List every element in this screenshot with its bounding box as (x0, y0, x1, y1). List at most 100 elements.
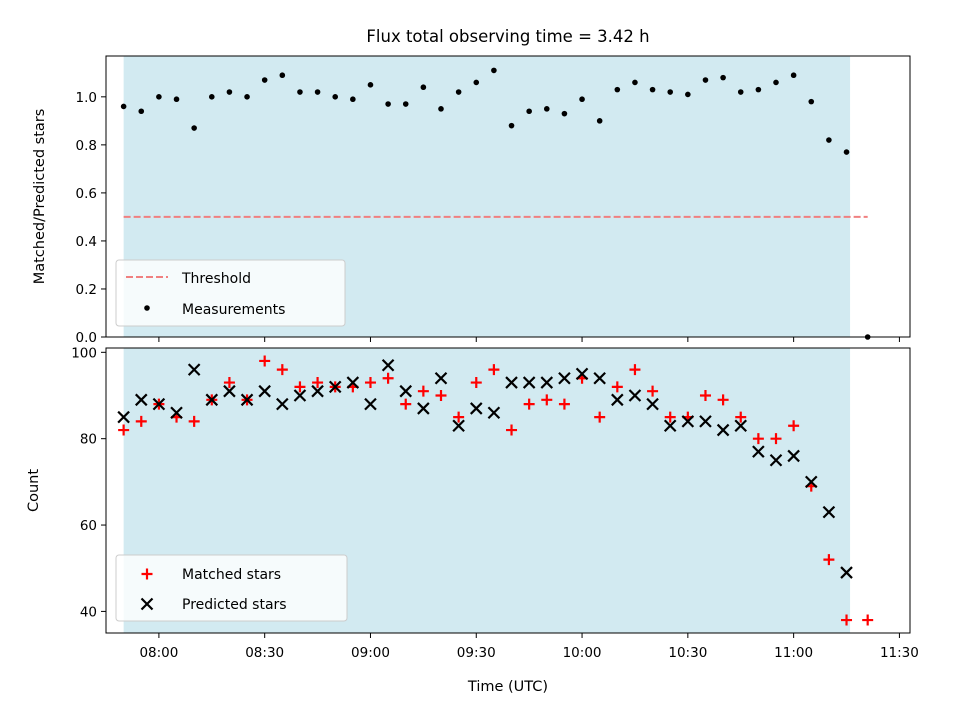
measurement-point (702, 77, 709, 83)
predicted-star-point (505, 376, 518, 389)
matched-star-point (417, 385, 429, 397)
predicted-star-point (152, 397, 166, 411)
predicted-star-point (575, 367, 589, 381)
measurement-point (543, 106, 550, 112)
legend-matched-swatch (141, 568, 153, 580)
x-tick-label: 08:30 (245, 645, 284, 661)
measurement-point (526, 108, 532, 115)
matched-star-point (382, 372, 394, 384)
predicted-star-point (328, 380, 342, 394)
y-tick-label: 40 (80, 604, 97, 620)
legend-box (115, 554, 348, 622)
predicted-star-point (769, 453, 783, 467)
measurement-point (473, 79, 480, 86)
predicted-star-point (663, 419, 677, 433)
predicted-star-point (346, 376, 360, 389)
matched-star-point (611, 381, 623, 393)
matched-star-point (594, 411, 606, 423)
predicted-star-point (734, 419, 748, 433)
top-panel: Flux total observing time = 3.42 h Match… (32, 27, 911, 346)
matched-star-point (118, 424, 130, 436)
bottom-legend: Matched stars Predicted stars (115, 554, 348, 622)
y-tick-label: 0.4 (76, 234, 97, 250)
matched-star-point (647, 385, 659, 397)
measurement-point (191, 125, 197, 131)
x-tick-label: 09:30 (457, 645, 496, 661)
top-y-axis-label: Matched/Predicted stars (32, 109, 48, 285)
measurement-point (667, 89, 674, 95)
matched-star-point (470, 377, 482, 389)
predicted-star-point (469, 402, 483, 415)
matched-star-point (629, 364, 641, 376)
measurement-point (420, 84, 427, 91)
predicted-star-point (699, 415, 712, 428)
measurement-point (244, 94, 250, 100)
predicted-star-point (276, 397, 289, 411)
matched-star-point (735, 411, 747, 423)
measurement-point (385, 101, 391, 107)
measurement-point (226, 89, 233, 95)
matched-star-point (752, 433, 764, 445)
matched-star-point (188, 415, 200, 427)
top-axes-frame (105, 55, 911, 338)
predicted-star-point (381, 358, 395, 372)
legend-threshold-label: Threshold (181, 271, 251, 287)
predicted-star-point (487, 406, 501, 420)
predicted-star-point (311, 384, 324, 398)
measurement-point (790, 72, 797, 79)
matched-star-point (823, 554, 835, 566)
measurement-point (438, 106, 444, 112)
measurement-point (508, 122, 515, 129)
predicted-star-point (681, 415, 695, 428)
predicted-star-point (293, 389, 307, 402)
predicted-star-point (752, 445, 765, 458)
x-axis-label: Time (UTC) (467, 679, 548, 695)
measurement-point (773, 79, 779, 86)
matched-star-point (541, 394, 553, 406)
measurement-point (579, 96, 585, 103)
measurement-point (826, 137, 832, 143)
measurement-point (367, 82, 374, 88)
x-tick-label: 10:00 (563, 645, 602, 661)
x-tick-label: 08:00 (139, 645, 178, 661)
x-tick-label: 11:30 (880, 645, 919, 661)
y-tick-label: 60 (80, 518, 97, 534)
matched-star-point (523, 398, 535, 410)
matched-star-point (259, 355, 271, 367)
measurement-point (120, 103, 127, 110)
measurement-point (843, 149, 850, 155)
legend-measurements-label: Measurements (182, 302, 285, 318)
matched-star-point (364, 377, 376, 389)
measurement-point (173, 96, 180, 103)
matched-star-point (135, 415, 147, 427)
predicted-star-point (593, 371, 606, 385)
measurement-point (755, 86, 762, 93)
legend-matched-label: Matched stars (182, 567, 281, 583)
matched-star-point (862, 614, 874, 626)
measurement-point (491, 67, 497, 74)
chart-title: Flux total observing time = 3.42 h (366, 27, 649, 46)
matched-star-point (435, 390, 447, 401)
measurement-point (561, 110, 568, 117)
measurement-point (737, 89, 744, 95)
predicted-star-point (540, 376, 554, 389)
y-tick-label: 80 (80, 432, 97, 448)
matched-star-point (294, 381, 306, 393)
predicted-star-point (187, 363, 201, 376)
measurement-point (350, 96, 356, 103)
matched-star-point (664, 411, 676, 423)
y-tick-label: 1.0 (76, 90, 97, 106)
predicted-star-point (628, 389, 642, 402)
measurement-point (314, 89, 321, 95)
matched-star-point (841, 614, 853, 626)
top-plot-area: 0.0 0.2 0.4 0.6 0.8 1.0 Threshold Measurements (76, 55, 911, 346)
measurement-point (279, 72, 286, 79)
legend-predicted-swatch (140, 597, 154, 611)
matched-star-point (453, 411, 465, 423)
predicted-star-point (417, 402, 430, 415)
measurement-point (332, 94, 339, 100)
matched-star-point (788, 420, 800, 432)
x-tick-label: 10:30 (668, 645, 707, 661)
measurement-point (138, 108, 145, 115)
